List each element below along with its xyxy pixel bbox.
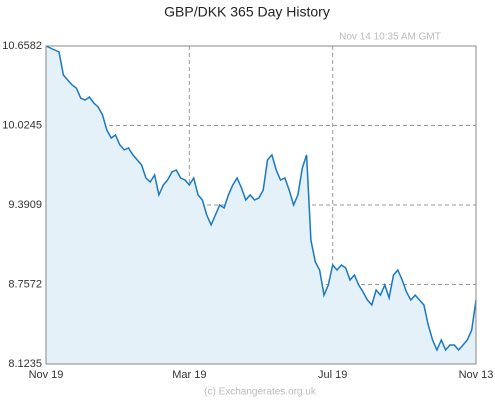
plot-border bbox=[45, 45, 477, 365]
footer: (c) Exchangerates.org.uk bbox=[204, 387, 317, 398]
y-tick-label: 10.0245 bbox=[2, 119, 42, 131]
y-tick-label: 8.7572 bbox=[8, 278, 42, 290]
x-tick-label: Nov 13 bbox=[459, 369, 494, 381]
x-tick-label: Jul 19 bbox=[318, 369, 347, 381]
y-tick-label: 8.1235 bbox=[8, 358, 42, 370]
chart-title: GBP/DKK 365 Day History bbox=[164, 4, 330, 20]
y-tick-label: 10.6582 bbox=[2, 40, 42, 52]
timestamp: Nov 14 10:35 AM GMT bbox=[339, 32, 441, 43]
y-tick-label: 9.3909 bbox=[8, 199, 42, 211]
price-line bbox=[45, 45, 477, 352]
x-tick-label: Mar 19 bbox=[172, 369, 206, 381]
area bbox=[46, 46, 476, 364]
x-tick-label: Nov 19 bbox=[29, 369, 64, 381]
